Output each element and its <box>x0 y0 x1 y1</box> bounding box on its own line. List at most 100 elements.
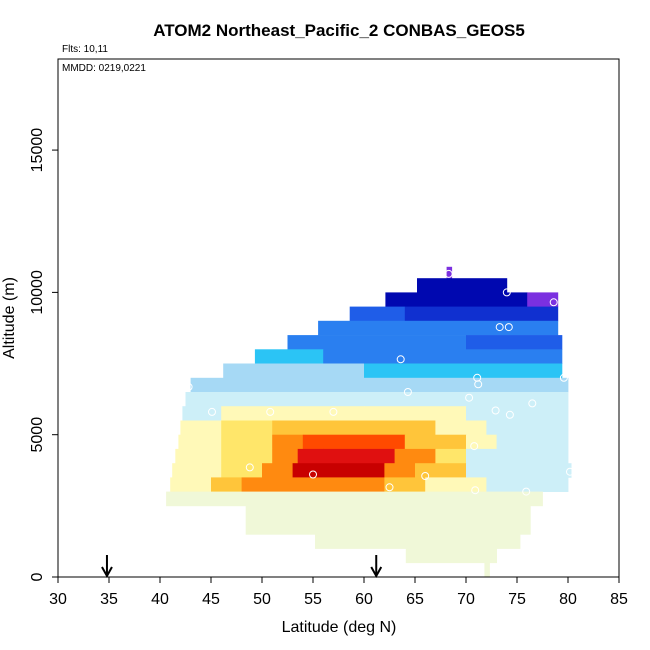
heatmap-cell <box>223 363 365 379</box>
heatmap-cell <box>297 448 324 464</box>
x-axis-label: Latitude (deg N) <box>282 619 397 636</box>
heatmap-cell <box>435 420 487 436</box>
heatmap-cell <box>486 420 569 436</box>
sample-point <box>444 269 453 278</box>
sample-point <box>491 406 500 415</box>
heatmap-cell <box>527 292 559 307</box>
heatmap-cell <box>364 406 467 421</box>
down-arrow-icon <box>370 555 383 579</box>
x-tick-label: 35 <box>100 591 118 608</box>
heatmap-cell <box>466 335 563 350</box>
heatmap-cell <box>302 434 406 450</box>
heatmap-cell <box>425 477 487 492</box>
sample-point <box>208 407 216 416</box>
heatmap-cell <box>404 434 467 450</box>
heatmap-cell <box>166 491 543 507</box>
x-tick-label: 45 <box>202 591 220 608</box>
heatmap-cell <box>185 392 569 407</box>
heatmap-cell <box>272 420 436 436</box>
sample-point <box>385 483 394 492</box>
heatmap-cell <box>435 448 467 464</box>
sample-point <box>474 380 483 389</box>
heatmap-cell <box>292 463 385 478</box>
heatmap-cell <box>245 505 531 521</box>
heatmap-cell <box>221 463 263 478</box>
heatmap-cells <box>166 266 572 578</box>
sample-points <box>184 269 574 496</box>
sample-point <box>470 442 479 451</box>
heatmap-cell <box>241 477 385 492</box>
heatmap-cell <box>287 335 467 350</box>
sample-point <box>528 399 537 408</box>
flights-annotation: Flts: 10,11 <box>62 44 108 55</box>
sample-point <box>184 382 193 391</box>
sample-point <box>396 355 405 364</box>
heatmap-cell <box>466 463 572 478</box>
sample-point <box>421 472 430 480</box>
chart-title: ATOM2 Northeast_Pacific_2 CONBAS_GEOS5 <box>153 21 525 40</box>
heatmap-cell <box>245 520 531 535</box>
heatmap-cell <box>323 349 563 364</box>
heatmap-cell <box>415 463 467 478</box>
heatmap-cell <box>272 434 304 450</box>
heatmap-cell <box>466 434 497 450</box>
sample-point <box>329 407 338 416</box>
heatmap-cell <box>175 448 222 464</box>
x-tick-label: 60 <box>355 591 373 608</box>
y-tick-label: 15000 <box>29 128 46 173</box>
sample-point <box>245 463 254 472</box>
x-axis: 30 35 40 45 50 55 60 65 70 75 80 85 <box>49 577 628 608</box>
down-arrow-icon <box>101 555 113 579</box>
heatmap-cell <box>318 320 559 336</box>
heatmap-cell <box>484 562 490 578</box>
heatmap-cell <box>211 477 242 492</box>
heatmap-cell <box>496 434 569 450</box>
heatmap-cell <box>417 278 508 293</box>
sample-point <box>505 410 514 419</box>
sample-point <box>465 393 474 402</box>
plot-frame <box>57 58 620 578</box>
sample-point <box>566 467 574 476</box>
heatmap-cell <box>190 377 569 393</box>
heatmap-cell <box>384 463 416 478</box>
heatmap-cell <box>323 448 395 464</box>
heatmap-cell <box>315 534 521 549</box>
y-tick-label: 5000 <box>29 417 46 453</box>
heatmap-cell <box>182 406 222 421</box>
heatmap-cell <box>221 434 273 450</box>
heatmap-cell <box>394 448 436 464</box>
x-tick-label: 70 <box>457 591 475 608</box>
heatmap-cell <box>262 463 293 478</box>
sample-point <box>495 323 504 332</box>
heatmap-cell <box>385 292 528 307</box>
y-axis: 0 5000 10000 15000 <box>29 128 58 581</box>
x-tick-label: 80 <box>559 591 577 608</box>
heatmap-cell <box>446 266 453 279</box>
heatmap-cell <box>254 349 324 364</box>
heatmap-cell <box>466 406 569 421</box>
x-tick-label: 40 <box>151 591 169 608</box>
sample-point <box>309 470 317 479</box>
heatmap-cell <box>221 448 273 464</box>
x-tick-label: 55 <box>304 591 322 608</box>
y-tick-label: 0 <box>29 572 46 581</box>
heatmap-cell <box>221 406 365 421</box>
sample-point <box>504 323 513 332</box>
heatmap-cell <box>364 363 563 379</box>
sample-point <box>502 288 511 297</box>
sample-point <box>522 487 531 496</box>
heatmap-cell <box>178 434 222 450</box>
heatmap-cell <box>384 477 426 492</box>
y-axis-label: Altitude (m) <box>1 277 18 359</box>
heatmap-cell <box>486 477 569 492</box>
sample-point <box>471 486 480 495</box>
sample-point <box>266 407 275 416</box>
heatmap-cell <box>405 548 497 564</box>
x-tick-label: 75 <box>508 591 526 608</box>
heatmap-cell <box>404 306 559 322</box>
sample-point <box>559 373 568 382</box>
x-tick-label: 85 <box>610 591 628 608</box>
sample-point <box>403 388 412 396</box>
x-tick-label: 50 <box>253 591 271 608</box>
mmdd-annotation: MMDD: 0219,0221 <box>62 63 146 74</box>
